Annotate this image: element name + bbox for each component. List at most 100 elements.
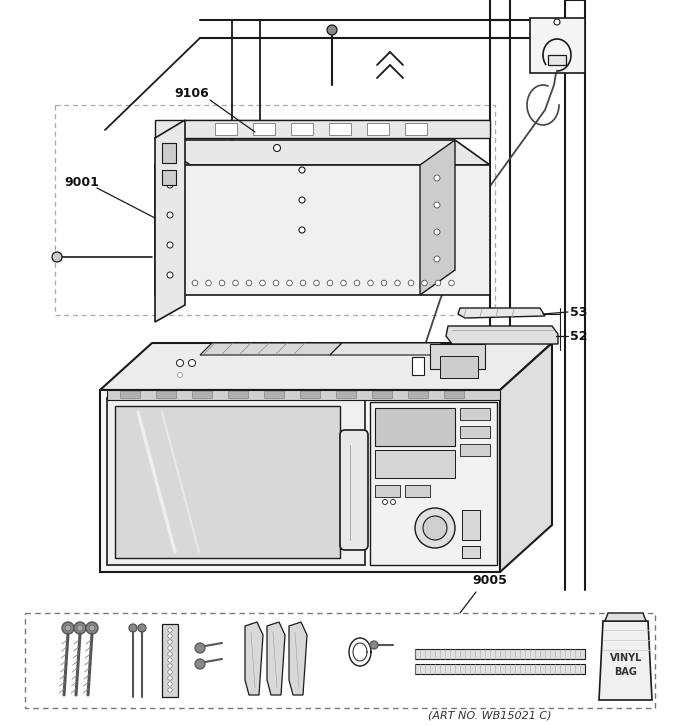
Circle shape (167, 182, 173, 188)
Circle shape (168, 664, 172, 668)
Circle shape (138, 624, 146, 632)
Text: VINYL: VINYL (610, 653, 642, 663)
Bar (367, 123, 389, 135)
Circle shape (273, 280, 279, 286)
Circle shape (449, 280, 454, 286)
Polygon shape (100, 390, 500, 572)
Polygon shape (267, 622, 285, 695)
Bar (162, 170, 176, 185)
Circle shape (390, 500, 396, 505)
Circle shape (188, 360, 196, 367)
Circle shape (168, 646, 172, 650)
Circle shape (382, 500, 388, 505)
Text: 9001: 9001 (65, 175, 99, 188)
Circle shape (422, 280, 427, 286)
Circle shape (233, 280, 238, 286)
Circle shape (299, 227, 305, 233)
Circle shape (168, 628, 172, 632)
Bar (192, 391, 212, 398)
Polygon shape (599, 621, 652, 700)
Bar (25, 613, 655, 708)
FancyBboxPatch shape (340, 430, 368, 550)
Circle shape (260, 280, 265, 286)
Polygon shape (155, 140, 490, 165)
Circle shape (273, 144, 280, 152)
Bar (530, 18, 585, 73)
Circle shape (167, 242, 173, 248)
Circle shape (167, 272, 173, 278)
Circle shape (129, 624, 137, 632)
Circle shape (368, 280, 373, 286)
Circle shape (165, 280, 171, 286)
Circle shape (287, 280, 292, 286)
Circle shape (423, 516, 447, 540)
Circle shape (89, 625, 95, 631)
Text: 9106: 9106 (175, 86, 209, 99)
Text: (ART NO. WB15021 C): (ART NO. WB15021 C) (428, 711, 551, 721)
Circle shape (327, 25, 337, 35)
Circle shape (299, 167, 305, 173)
Text: 53: 53 (570, 305, 588, 318)
Circle shape (62, 622, 74, 634)
Polygon shape (330, 343, 442, 355)
Circle shape (299, 197, 305, 203)
Polygon shape (420, 140, 455, 295)
Bar (120, 391, 140, 398)
Polygon shape (245, 622, 263, 695)
Circle shape (168, 688, 172, 692)
Bar (215, 123, 237, 135)
Bar (329, 123, 351, 135)
Circle shape (219, 280, 225, 286)
Polygon shape (107, 390, 500, 400)
Bar (444, 391, 464, 398)
Text: 9005: 9005 (473, 573, 507, 587)
Circle shape (434, 202, 440, 208)
Circle shape (300, 280, 306, 286)
Circle shape (434, 229, 440, 235)
Polygon shape (500, 343, 552, 572)
Circle shape (177, 360, 184, 367)
Bar (462, 546, 480, 558)
Bar (460, 426, 490, 438)
Bar (300, 391, 320, 398)
Polygon shape (605, 613, 646, 621)
Text: 52: 52 (570, 329, 588, 342)
Circle shape (77, 625, 83, 631)
Polygon shape (107, 398, 365, 565)
Polygon shape (415, 649, 585, 659)
Circle shape (327, 280, 333, 286)
Circle shape (65, 625, 71, 631)
Circle shape (168, 658, 172, 662)
Circle shape (74, 622, 86, 634)
Bar (412, 357, 424, 375)
Circle shape (195, 659, 205, 669)
Circle shape (86, 622, 98, 634)
Polygon shape (155, 120, 185, 322)
Polygon shape (200, 343, 342, 355)
Bar (162, 143, 176, 163)
Polygon shape (446, 326, 558, 344)
Bar (440, 356, 478, 378)
Polygon shape (155, 165, 490, 295)
Polygon shape (415, 664, 585, 674)
Polygon shape (100, 343, 552, 390)
Circle shape (408, 280, 414, 286)
Circle shape (192, 280, 198, 286)
Circle shape (168, 670, 172, 674)
Bar (375, 450, 455, 478)
Bar (375, 408, 455, 446)
Circle shape (168, 634, 172, 638)
Bar (291, 123, 313, 135)
Circle shape (167, 212, 173, 218)
Text: BAG: BAG (615, 667, 637, 677)
Polygon shape (370, 402, 497, 565)
Circle shape (415, 508, 455, 548)
Circle shape (313, 280, 320, 286)
Bar (55, 105, 495, 315)
Bar (460, 408, 490, 420)
Bar (253, 123, 275, 135)
Circle shape (205, 280, 211, 286)
Circle shape (394, 280, 401, 286)
Circle shape (246, 280, 252, 286)
Bar (462, 510, 480, 540)
